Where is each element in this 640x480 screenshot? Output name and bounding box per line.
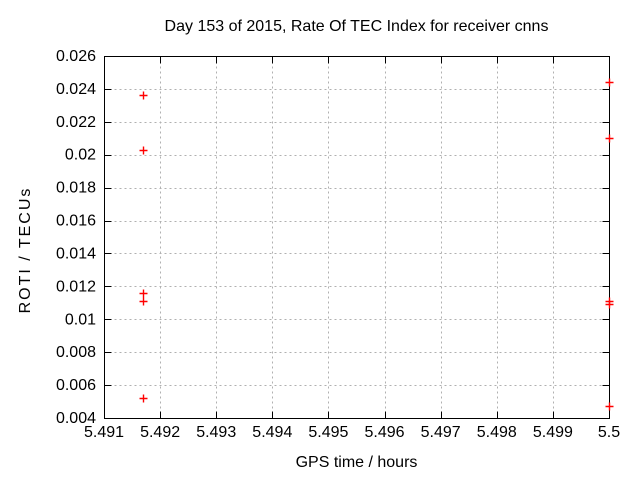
- x-axis-label: GPS time / hours: [295, 454, 418, 471]
- data-point-marker: [139, 91, 148, 100]
- y-tick-label: 0.016: [56, 213, 96, 230]
- x-tick-label: 5.5: [598, 424, 620, 441]
- y-tick-label: 0.024: [56, 81, 96, 98]
- y-tick-label: 0.014: [56, 245, 96, 262]
- x-tick-label: 5.498: [477, 424, 517, 441]
- y-tick-label: 0.006: [56, 377, 96, 394]
- data-point-marker: [139, 297, 148, 306]
- chart-title: Day 153 of 2015, Rate Of TEC Index for r…: [164, 18, 549, 35]
- data-point-marker: [605, 134, 614, 143]
- plot-border: [104, 56, 610, 419]
- y-tick-label: 0.012: [56, 278, 96, 295]
- x-tick-label: 5.495: [308, 424, 348, 441]
- data-point-marker: [605, 300, 614, 309]
- x-tick-label: 5.499: [533, 424, 573, 441]
- data-point-marker: [139, 146, 148, 155]
- x-tick-label: 5.493: [196, 424, 236, 441]
- data-point-marker: [605, 78, 614, 87]
- data-point-marker: [139, 394, 148, 403]
- x-tick-label: 5.494: [252, 424, 292, 441]
- y-tick-label: 0.02: [65, 147, 96, 164]
- y-tick-label: 0.026: [56, 48, 96, 65]
- x-tick-label: 5.497: [421, 424, 461, 441]
- y-tick-label: 0.01: [65, 311, 96, 328]
- data-point-marker: [139, 289, 148, 298]
- y-tick-label: 0.018: [56, 180, 96, 197]
- x-tick-label: 5.492: [140, 424, 180, 441]
- y-tick-label: 0.004: [56, 410, 96, 427]
- x-tick-label: 5.491: [84, 424, 124, 441]
- y-tick-label: 0.022: [56, 114, 96, 131]
- x-tick-label: 5.496: [365, 424, 405, 441]
- y-tick-label: 0.008: [56, 344, 96, 361]
- data-point-marker: [605, 402, 614, 411]
